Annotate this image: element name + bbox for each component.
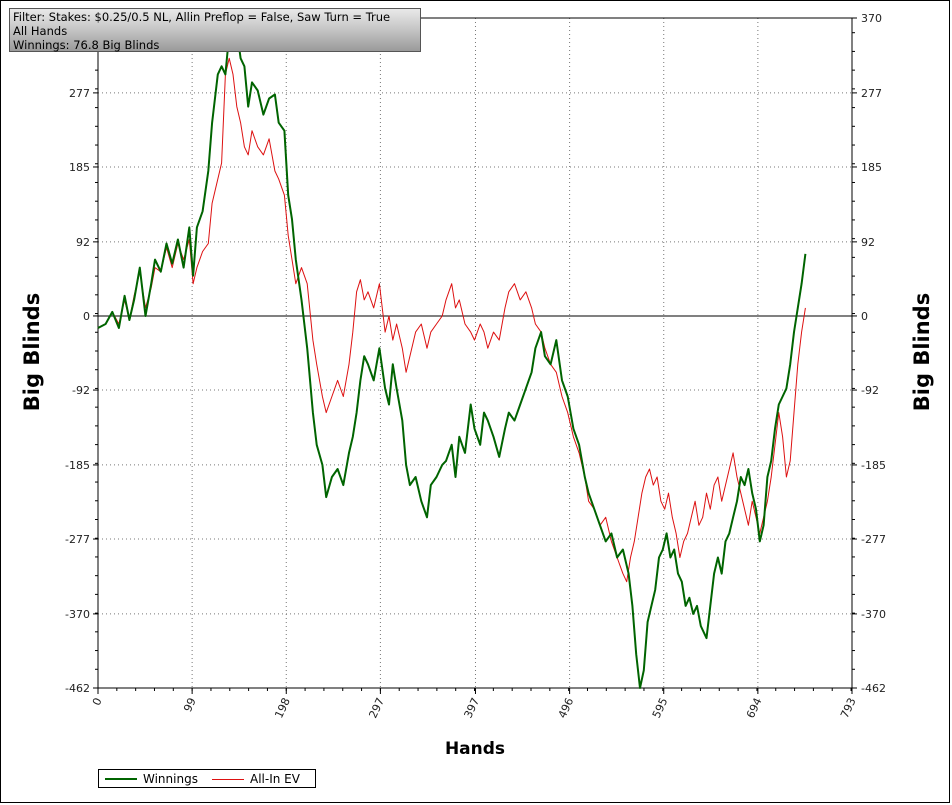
- y-tick-label-right: -462: [861, 682, 886, 695]
- y-tick-label-left: 0: [83, 310, 90, 323]
- x-tick-label: 397: [462, 696, 483, 721]
- y-tick-label-left: -370: [65, 608, 90, 621]
- legend-item-allin-ev: All-In EV: [212, 772, 300, 786]
- y-tick-label-right: -370: [861, 608, 886, 621]
- y-tick-label-left: -92: [72, 384, 90, 397]
- x-tick-label: 99: [181, 696, 199, 714]
- series-line-all-in-ev: [97, 57, 806, 583]
- y-axis-title-right: Big Blinds: [910, 293, 934, 411]
- y-tick-label-left: -185: [65, 459, 90, 472]
- y-tick-label-right: -185: [861, 459, 886, 472]
- y-tick-label-right: 370: [861, 12, 882, 25]
- y-tick-label-right: -92: [861, 384, 879, 397]
- filter-text: Filter: Stakes: $0.25/0.5 NL, Allin Pref…: [13, 10, 391, 24]
- legend-swatch-allin-ev: [212, 778, 244, 780]
- legend-swatch-winnings: [105, 778, 137, 780]
- y-tick-label-right: -277: [861, 533, 886, 546]
- x-tick-label: 595: [650, 696, 671, 721]
- y-tick-label-left: 277: [69, 87, 90, 100]
- winnings-summary-text: Winnings: 76.8 Big Blinds: [13, 38, 160, 52]
- legend-label-allin-ev: All-In EV: [250, 772, 300, 786]
- grid-lines: [98, 17, 852, 689]
- filter-info-box: Filter: Stakes: $0.25/0.5 NL, Allin Pref…: [9, 8, 421, 52]
- x-tick-label: 198: [272, 696, 293, 721]
- scope-text: All Hands: [13, 24, 68, 38]
- x-tick-label: 694: [744, 696, 765, 721]
- y-tick-label-right: 185: [861, 161, 882, 174]
- plot-frame: [97, 17, 853, 689]
- y-axis-title-left: Big Blinds: [20, 293, 44, 411]
- y-tick-label-right: 0: [861, 310, 868, 323]
- y-tick-label-left: 185: [69, 161, 90, 174]
- y-tick-label-left: -462: [65, 682, 90, 695]
- x-tick-label: 0: [90, 696, 105, 708]
- series-line-winnings: [97, 17, 807, 689]
- legend-item-winnings: Winnings: [105, 772, 198, 786]
- x-tick-label: 793: [838, 696, 859, 721]
- y-tick-label-right: 92: [861, 236, 875, 249]
- x-axis-title: Hands: [445, 739, 505, 759]
- tick-marks: [93, 17, 857, 694]
- series-lines: [97, 17, 807, 689]
- x-tick-label: 496: [556, 696, 577, 721]
- legend-label-winnings: Winnings: [143, 772, 198, 786]
- legend: Winnings All-In EV: [98, 769, 316, 788]
- y-tick-label-right: 277: [861, 87, 882, 100]
- x-tick-label: 297: [366, 696, 387, 721]
- y-tick-label-left: 92: [76, 236, 90, 249]
- y-tick-label-left: -277: [65, 533, 90, 546]
